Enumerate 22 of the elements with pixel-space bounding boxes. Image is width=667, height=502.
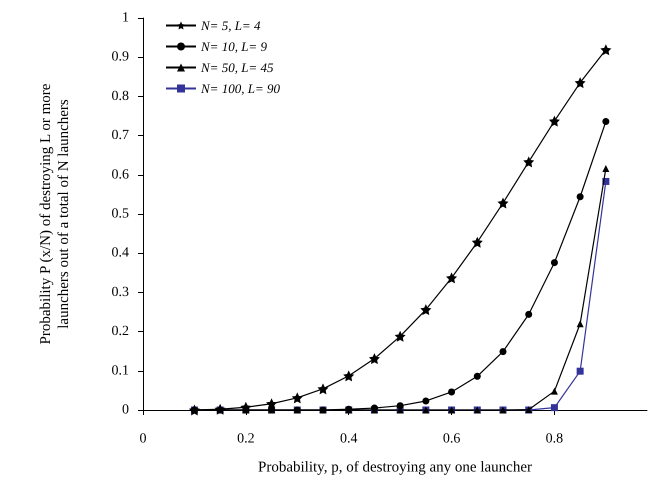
legend-label: N= 100, L= 90 bbox=[200, 81, 280, 96]
x-tick-label: 0 bbox=[140, 432, 146, 446]
legend-label: N= 10, L= 9 bbox=[200, 39, 268, 54]
y-tick-label: 1 bbox=[122, 10, 129, 26]
y-tick-label: 0.2 bbox=[112, 324, 129, 340]
y-tick-label: 0.7 bbox=[112, 128, 129, 144]
y-tick-label: 0.6 bbox=[112, 167, 129, 182]
x-tick-label: 0.2 bbox=[237, 432, 255, 446]
y-tick-label: 0.4 bbox=[112, 246, 129, 261]
x-axis-title: Probability, p, of destroying any one launcher bbox=[258, 460, 532, 476]
y-tick-label: 0.1 bbox=[112, 363, 129, 378]
y-axis-title: Probability P (x/N) of destroying L or more launchers out of a total of N launchers bbox=[38, 83, 72, 344]
x-tick-label: 0.6 bbox=[442, 432, 460, 446]
x-tick-label: 0.8 bbox=[546, 432, 564, 446]
x-tick-label: 0.4 bbox=[340, 432, 358, 446]
legend-label: N= 5, L= 4 bbox=[200, 18, 261, 33]
y-tick-label: 0.5 bbox=[112, 206, 129, 222]
y-tick-label: 0 bbox=[122, 402, 129, 418]
y-tick-label: 0.3 bbox=[112, 284, 129, 300]
legend-label: N= 50, L= 45 bbox=[200, 60, 274, 75]
y-tick-label: 0.9 bbox=[112, 50, 129, 65]
y-tick-label: 0.8 bbox=[112, 88, 129, 104]
